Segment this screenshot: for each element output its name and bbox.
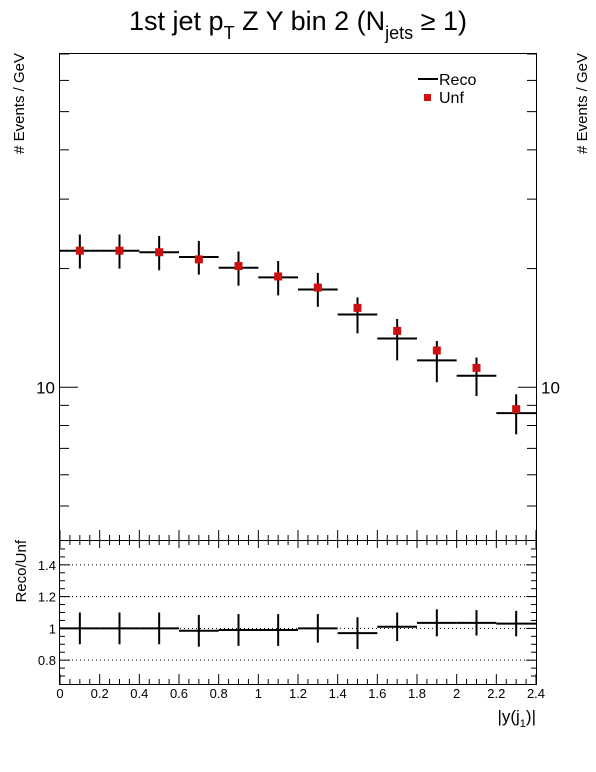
ratio-y-tick-label: 0.8 <box>38 653 56 668</box>
x-tick-label: 1.8 <box>408 686 426 701</box>
unf-marker <box>393 326 402 335</box>
legend-unf-marker <box>424 94 431 101</box>
ratio-y-tick-label: 1 <box>49 621 56 636</box>
y-tick-label: 10 <box>36 378 55 397</box>
x-tick-label: 0 <box>56 686 63 701</box>
x-tick-label: 0.2 <box>91 686 109 701</box>
x-tick-label: 1.6 <box>368 686 386 701</box>
unf-marker <box>472 363 481 372</box>
unf-marker <box>194 255 203 264</box>
x-tick-label: 0.6 <box>170 686 188 701</box>
unf-marker <box>274 272 283 281</box>
chart-marks: 0 0.2 0.4 0.6 0.8 1 1.2 1.4 1.6 1.8 2 2.2 2.4 10 10 0.8… <box>36 53 560 701</box>
x-tick-label: 1.2 <box>289 686 307 701</box>
unf-marker <box>75 246 84 255</box>
unf-marker <box>115 246 124 255</box>
unf-marker <box>512 405 521 414</box>
x-tick-label: 0.4 <box>130 686 148 701</box>
unf-marker <box>155 248 164 257</box>
main-plot-frame <box>59 53 537 541</box>
unf-marker <box>432 346 441 355</box>
ratio-y-tick-label: 1.4 <box>38 558 56 573</box>
x-tick-label: 2.2 <box>487 686 505 701</box>
unf-marker <box>234 262 243 271</box>
ratio-plot-frame <box>59 540 537 685</box>
chart-title: 1st jet pT Z Y bin 2 (Njets ≥ 1) <box>129 6 467 43</box>
unf-marker <box>313 283 322 292</box>
x-tick-label: 2 <box>453 686 460 701</box>
x-tick-label: 2.4 <box>527 686 545 701</box>
unf-marker <box>353 303 362 312</box>
legend-reco-label: Reco <box>439 72 476 89</box>
ratio-y-tick-label: 1.2 <box>38 590 56 605</box>
x-axis-label: |y(j1)| <box>497 707 536 730</box>
ratio-y-axis-label: Reco/Unf <box>13 539 30 602</box>
legend: Reco Unf <box>418 72 476 107</box>
x-tick-label: 1 <box>255 686 262 701</box>
y-axis-label-right: # Events / GeV <box>574 53 591 154</box>
y-axis-label: # Events / GeV <box>11 53 28 154</box>
x-tick-label: 0.8 <box>210 686 228 701</box>
y-tick-label-right: 10 <box>541 378 560 397</box>
legend-unf-label: Unf <box>439 90 464 107</box>
x-tick-label: 1.4 <box>329 686 347 701</box>
